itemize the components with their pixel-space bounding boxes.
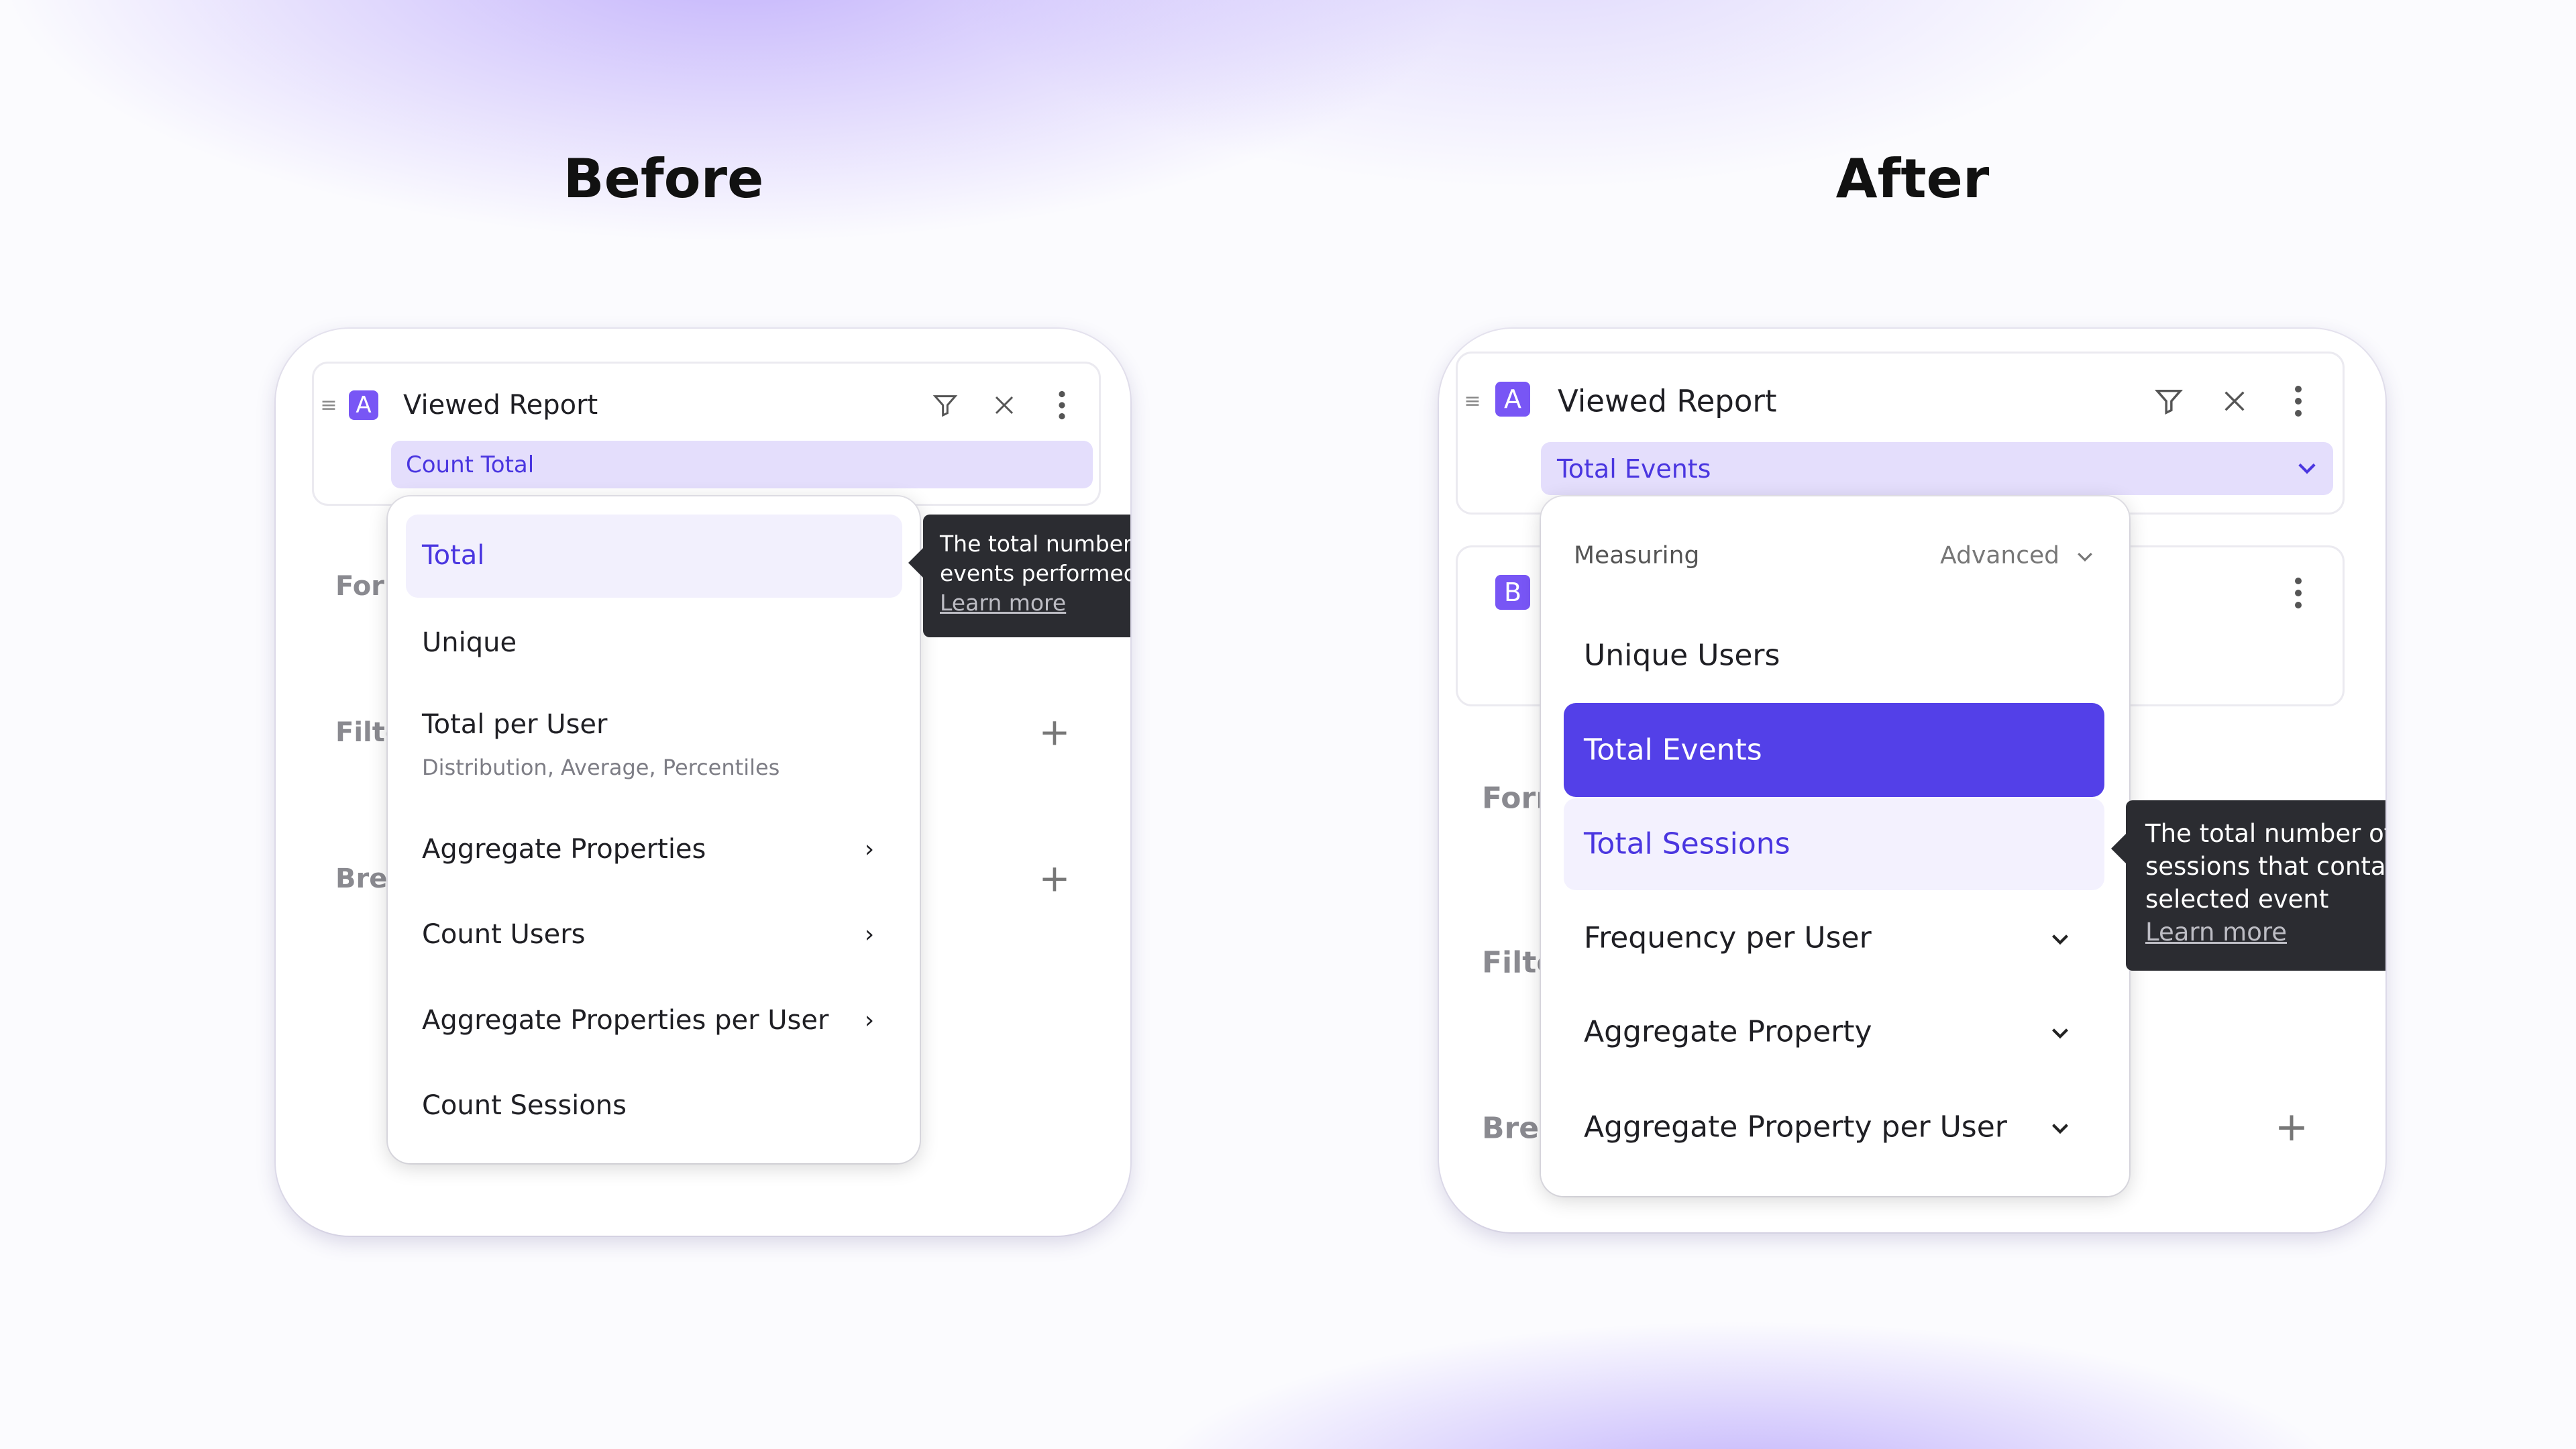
after-heading: After <box>1835 148 1990 210</box>
close-icon[interactable] <box>2221 388 2248 415</box>
learn-more-link[interactable]: Learn more <box>2145 918 2288 947</box>
tooltip-text: sessions that contain <box>2145 852 2385 881</box>
more-options-icon[interactable] <box>1058 390 1066 420</box>
menu-item-subtitle: Distribution, Average, Percentiles <box>422 755 780 780</box>
chevron-down-icon <box>2052 1124 2068 1134</box>
tooltip-text: The total number of <box>2145 819 2385 848</box>
drag-handle-icon[interactable]: ≡ <box>1464 389 1481 413</box>
advanced-toggle[interactable]: Advanced <box>1940 541 2059 570</box>
tooltip: The total number events performed Learn … <box>908 515 1130 637</box>
tooltip-text: events performed <box>940 560 1130 586</box>
more-options-icon[interactable] <box>2294 577 2302 609</box>
measure-selector[interactable]: Count Total <box>391 441 1093 488</box>
section-label-formula: Forr <box>1482 781 1550 816</box>
menu-item-label: Total Sessions <box>1584 826 1790 861</box>
menu-item-aggregate-properties-per-user[interactable]: Aggregate Properties per User <box>422 1005 829 1036</box>
measure-selector[interactable]: Total Events <box>1541 442 2333 495</box>
menu-item-label: Total <box>422 540 485 571</box>
event-badge: A <box>349 390 378 420</box>
chevron-down-icon <box>2052 1028 2068 1039</box>
filter-icon[interactable] <box>932 392 959 419</box>
measure-dropdown: Total Unique Total per User Distribution… <box>388 496 920 1163</box>
menu-item-count-users[interactable]: Count Users <box>422 919 586 950</box>
menu-item-count-sessions[interactable]: Count Sessions <box>422 1090 627 1121</box>
learn-more-link[interactable]: Learn more <box>940 590 1067 616</box>
more-options-icon[interactable] <box>2294 385 2302 417</box>
menu-item-unique[interactable]: Unique <box>422 627 517 658</box>
chevron-right-icon: › <box>864 835 875 863</box>
add-breakdown-plus-icon[interactable]: + <box>2274 1104 2309 1150</box>
before-heading: Before <box>563 148 764 210</box>
tooltip-text: The total number <box>940 531 1130 557</box>
event-title[interactable]: Viewed Report <box>403 390 598 421</box>
menu-item-total-per-user[interactable]: Total per User <box>422 709 608 740</box>
tooltip: The total number of sessions that contai… <box>2111 800 2385 971</box>
chevron-down-icon <box>2078 552 2092 562</box>
chevron-down-icon <box>2298 463 2316 474</box>
event-card-a: ≡ A Viewed Report Total Events <box>1456 352 2345 515</box>
event-title[interactable]: Viewed Report <box>1558 383 1777 419</box>
menu-item-aggregate-property[interactable]: Aggregate Property <box>1584 1014 1872 1049</box>
add-filter-plus-icon[interactable]: + <box>1038 710 1071 755</box>
tooltip-text: selected event <box>2145 885 2329 914</box>
menu-item-total[interactable] <box>406 515 902 598</box>
close-icon[interactable] <box>992 393 1016 417</box>
after-panel: ≡ A Viewed Report Total Events B Forr Fi… <box>1439 329 2385 1232</box>
add-breakdown-plus-icon[interactable]: + <box>1038 857 1071 901</box>
menu-item-aggregate-property-per-user[interactable]: Aggregate Property per User <box>1584 1110 2007 1144</box>
menu-item-frequency-per-user[interactable]: Frequency per User <box>1584 920 1872 955</box>
menu-item-total-sessions[interactable] <box>1564 798 2104 890</box>
drag-handle-icon[interactable]: ≡ <box>320 393 337 417</box>
menu-item-unique-users[interactable]: Unique Users <box>1584 638 1780 673</box>
chevron-right-icon: › <box>864 1006 875 1034</box>
section-label-formula: Forr <box>335 571 398 602</box>
event-card-a: ≡ A Viewed Report Count Total <box>312 362 1101 506</box>
event-badge: A <box>1495 382 1530 417</box>
menu-item-total-events[interactable] <box>1564 703 2104 797</box>
measure-dropdown: Measuring Advanced Unique Users Total Ev… <box>1541 496 2129 1196</box>
event-badge: B <box>1495 575 1530 610</box>
filter-icon[interactable] <box>2153 386 2184 417</box>
menu-item-aggregate-properties[interactable]: Aggregate Properties <box>422 834 706 865</box>
measure-value: Total Events <box>1557 453 1711 484</box>
chevron-right-icon: › <box>864 920 875 949</box>
menu-header: Measuring <box>1574 541 1700 570</box>
chevron-down-icon <box>2052 934 2068 945</box>
before-panel: ≡ A Viewed Report Count Total Forr Filte… <box>276 329 1130 1236</box>
menu-item-label: Total Events <box>1584 733 1762 767</box>
measure-value: Count Total <box>406 451 535 478</box>
